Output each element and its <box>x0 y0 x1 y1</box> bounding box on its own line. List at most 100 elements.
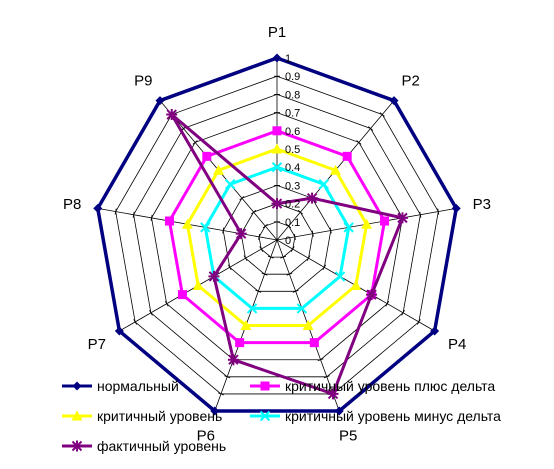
legend-marker <box>71 410 83 421</box>
data-point <box>210 406 220 416</box>
grid-tick <box>164 300 169 307</box>
legend-item: критичный уровень минус дельта <box>250 408 501 424</box>
data-point <box>272 53 282 63</box>
data-point <box>235 338 245 348</box>
legend-label: фактичный уровень <box>97 438 226 454</box>
data-point <box>334 271 346 282</box>
data-point <box>93 203 103 213</box>
data-point <box>213 164 225 175</box>
category-label: P8 <box>63 196 81 213</box>
legend-label: нормальный <box>97 378 179 394</box>
data-point <box>296 303 308 314</box>
legend-item: критичный уровень <box>62 408 222 424</box>
data-point <box>327 388 339 400</box>
tick-label: 0.7 <box>285 108 300 120</box>
legend-marker <box>260 381 270 391</box>
series-2 <box>181 143 373 331</box>
data-point <box>271 198 283 210</box>
data-point <box>271 161 283 173</box>
data-point <box>155 96 165 106</box>
data-point <box>361 218 373 229</box>
tick-label: 0.4 <box>285 162 300 174</box>
grid-tick <box>356 140 362 145</box>
data-point <box>396 212 408 224</box>
series-line <box>185 147 369 328</box>
category-label: P5 <box>339 427 357 444</box>
grid-tick <box>292 289 299 293</box>
grid-tick <box>401 310 405 316</box>
tick-label: 0.3 <box>285 180 300 192</box>
data-point <box>350 280 362 290</box>
series-layer <box>93 53 461 416</box>
category-labels: P1 P2 P3 P4 P5 P6 P7 P8 P9 <box>63 24 491 444</box>
legend-marker <box>71 440 83 452</box>
data-point <box>235 228 247 240</box>
grid-tick <box>417 319 421 325</box>
data-point <box>208 270 220 282</box>
grid-tick <box>437 208 440 215</box>
grid-tick <box>379 112 385 117</box>
data-point <box>164 216 174 226</box>
grid-tick <box>267 255 274 259</box>
grid-tick <box>280 255 287 259</box>
tick-label: 0.8 <box>285 89 300 101</box>
data-point <box>318 179 330 190</box>
series-line <box>203 165 351 310</box>
category-label: P6 <box>197 427 215 444</box>
data-point <box>181 218 193 229</box>
grid-tick <box>227 264 232 271</box>
grid-ring <box>240 203 314 275</box>
grid-tick <box>368 126 374 131</box>
grid-tick <box>258 233 260 240</box>
data-point <box>343 222 354 233</box>
data-point <box>342 151 352 161</box>
data-point <box>389 96 399 106</box>
series-3 <box>200 161 354 314</box>
grid-tick <box>385 300 390 307</box>
series-line <box>95 56 459 413</box>
data-point <box>166 109 178 121</box>
category-label: P7 <box>88 336 106 353</box>
grid-tick <box>132 211 135 218</box>
grid-tick <box>239 195 245 201</box>
grid-ring <box>133 93 421 378</box>
category-label: P1 <box>268 24 286 41</box>
grid-tick <box>322 264 327 271</box>
grid-tick <box>262 223 268 229</box>
grid-tick <box>311 230 314 237</box>
grid-tick <box>149 310 153 316</box>
data-point <box>306 192 318 204</box>
series-1 <box>164 126 390 348</box>
grid-tick <box>294 233 296 240</box>
tick-label: 0.9 <box>285 71 300 83</box>
grid-tick <box>306 255 311 261</box>
legend-item: нормальный <box>62 378 179 394</box>
data-point <box>227 354 239 366</box>
grid-tick <box>261 272 268 276</box>
grid-tick <box>290 246 295 252</box>
grid-tick <box>243 255 248 261</box>
tick-label: 0 <box>285 235 291 247</box>
category-label: P2 <box>402 73 420 90</box>
data-point <box>177 290 187 300</box>
data-point <box>302 320 314 331</box>
tick-labels: 0 0.1 0.2 0.3 0.4 0.5 0.6 0.7 0.8 0.9 1 <box>285 53 300 247</box>
category-label: P4 <box>448 336 466 353</box>
series-0 <box>93 53 461 416</box>
grid-tick <box>114 208 117 215</box>
grid-tick <box>224 375 231 379</box>
series-4 <box>166 109 408 400</box>
grid-tick <box>286 223 292 229</box>
grid-tick <box>218 392 224 396</box>
series-line <box>170 113 405 396</box>
tick-label: 0.1 <box>285 217 300 229</box>
legend-marker <box>72 381 82 391</box>
data-point <box>366 289 378 301</box>
grid-tick <box>329 227 332 234</box>
grid-tick <box>297 209 303 215</box>
grid-tick <box>286 272 293 276</box>
data-point <box>380 216 390 226</box>
legend-label: критичный уровень плюс дельта <box>285 378 495 394</box>
legend: нормальный критичный уровень плюс дельта к… <box>62 378 501 454</box>
grid-ring <box>258 221 296 258</box>
